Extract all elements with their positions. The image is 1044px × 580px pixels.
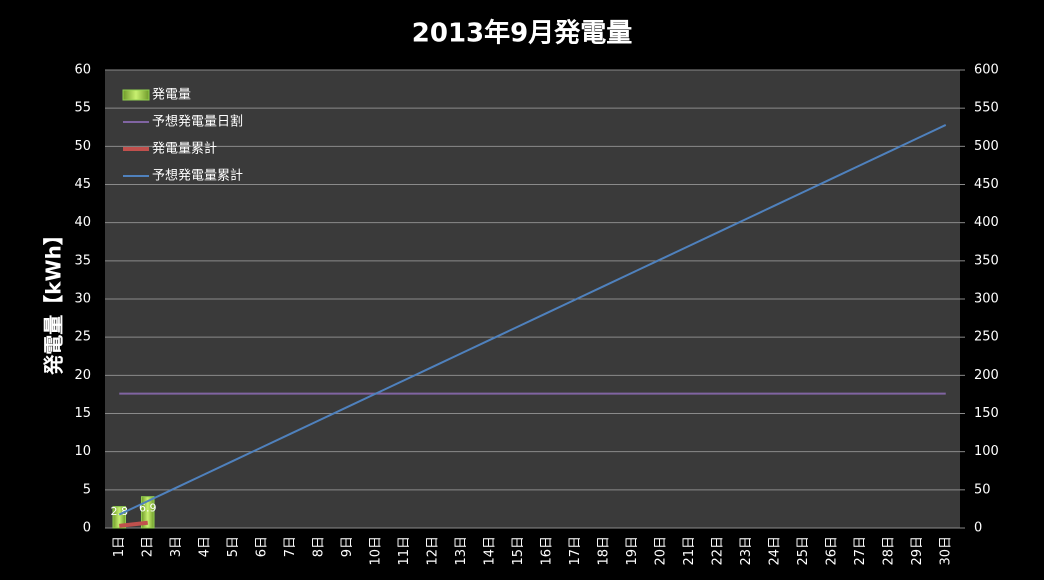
x-tick-label: 13日 — [454, 536, 469, 566]
x-tick-label: 6日 — [254, 536, 269, 557]
y-tick-label: 25 — [74, 330, 91, 345]
data-label: 2.8 — [111, 505, 129, 518]
x-tick-label: 27日 — [853, 536, 868, 566]
x-tick-label: 22日 — [710, 536, 725, 566]
y2-tick-label: 550 — [974, 101, 999, 116]
x-tick-label: 25日 — [796, 536, 811, 566]
x-tick-label: 20日 — [653, 536, 668, 566]
y-tick-label: 45 — [74, 177, 91, 192]
x-tick-label: 3日 — [169, 536, 184, 557]
y-tick-label: 0 — [83, 521, 91, 536]
data-label: 6.9 — [139, 502, 157, 515]
line — [119, 520, 148, 528]
y2-tick-label: 400 — [974, 215, 999, 230]
x-tick-label: 12日 — [425, 536, 440, 566]
x-tick-label: 16日 — [539, 536, 554, 566]
x-tick-label: 19日 — [625, 536, 640, 566]
x-tick-label: 9日 — [340, 536, 355, 557]
legend-label: 予想発電量累計 — [152, 168, 243, 184]
y-tick-label: 20 — [74, 368, 91, 383]
legend-label: 発電量 — [152, 88, 191, 103]
x-tick-label: 18日 — [596, 536, 611, 566]
line — [118, 124, 947, 516]
x-tick-label: 28日 — [881, 536, 896, 566]
y2-tick-label: 200 — [974, 368, 999, 383]
legend-label: 発電量累計 — [152, 141, 217, 157]
x-tick-label: 23日 — [739, 536, 754, 566]
legend-label: 予想発電量日割 — [152, 114, 243, 130]
bar — [140, 496, 155, 529]
x-tick-label: 21日 — [682, 536, 697, 566]
y-tick-label: 10 — [74, 444, 91, 459]
x-tick-label: 30日 — [938, 536, 953, 566]
y2-tick-label: 0 — [974, 521, 982, 536]
x-tick-label: 24日 — [767, 536, 782, 566]
x-tick-label: 7日 — [283, 536, 298, 557]
y-tick-label: 35 — [74, 253, 91, 268]
x-tick-label: 15日 — [511, 536, 526, 566]
y2-tick-label: 500 — [974, 139, 999, 154]
x-tick-label: 5日 — [226, 536, 241, 557]
x-tick-label: 29日 — [910, 536, 925, 566]
y2-tick-label: 150 — [974, 406, 999, 421]
x-tick-label: 17日 — [568, 536, 583, 566]
bar — [112, 506, 127, 529]
x-tick-label: 4日 — [197, 536, 212, 557]
chart-title: 2013年9月発電量 — [412, 18, 632, 49]
y2-tick-label: 600 — [974, 63, 999, 78]
x-tick-label: 8日 — [311, 536, 326, 557]
y2-tick-label: 300 — [974, 292, 999, 307]
y-tick-label: 55 — [74, 101, 91, 116]
y2-tick-label: 250 — [974, 330, 999, 345]
x-tick-label: 2日 — [140, 536, 155, 557]
legend-swatch — [122, 89, 150, 101]
y-tick-label: 40 — [74, 215, 91, 230]
y2-tick-label: 50 — [974, 482, 991, 497]
y2-tick-label: 450 — [974, 177, 999, 192]
x-tick-label: 1日 — [112, 536, 127, 557]
y2-tick-label: 350 — [974, 253, 999, 268]
x-tick-label: 11日 — [397, 536, 412, 566]
x-tick-label: 10日 — [368, 536, 383, 566]
y-tick-label: 60 — [74, 63, 91, 78]
x-tick-label: 14日 — [482, 536, 497, 566]
y-tick-label: 30 — [74, 292, 91, 307]
x-tick-label: 26日 — [824, 536, 839, 566]
y2-tick-label: 100 — [974, 444, 999, 459]
y-tick-label: 5 — [83, 482, 91, 497]
y-tick-label: 15 — [74, 406, 91, 421]
y-axis-label: 発電量【kWh】 — [42, 225, 66, 376]
y-tick-label: 50 — [74, 139, 91, 154]
